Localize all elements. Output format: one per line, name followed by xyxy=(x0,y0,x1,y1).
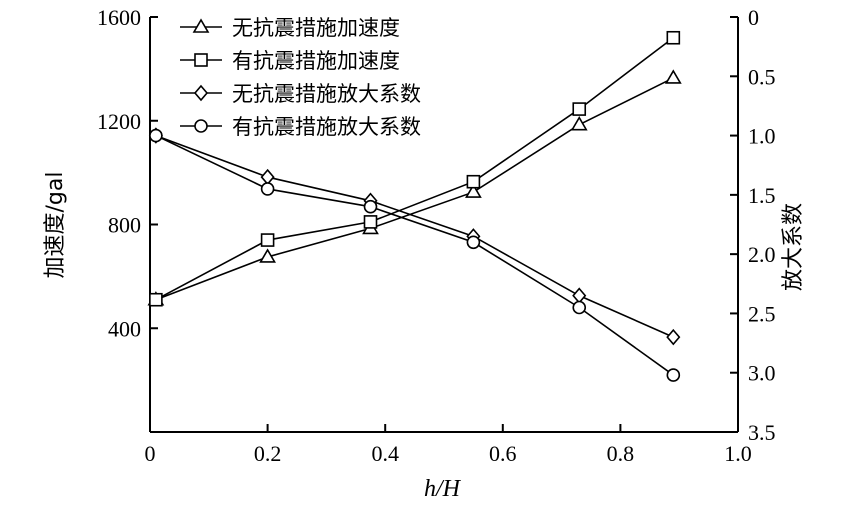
data-point xyxy=(666,328,681,346)
data-point xyxy=(363,199,378,214)
data-point xyxy=(260,168,275,186)
legend-item: 无抗震措施放大系数 xyxy=(180,82,421,106)
x-tick-label: 0.2 xyxy=(254,441,282,466)
data-point xyxy=(466,174,481,189)
data-point xyxy=(259,248,276,263)
data-point xyxy=(149,292,163,307)
series-triangle xyxy=(147,69,682,306)
legend-marker xyxy=(194,119,208,133)
legend-item: 有抗震措施加速度 xyxy=(180,49,400,73)
y-left-tick-label: 1200 xyxy=(97,109,141,134)
data-point xyxy=(363,215,378,229)
data-point xyxy=(260,233,275,247)
y-right-tick-label: 2.0 xyxy=(748,242,776,267)
series-line xyxy=(155,134,674,376)
data-point xyxy=(664,69,682,84)
data-point xyxy=(572,287,587,304)
data-point xyxy=(666,30,681,45)
legend-label: 有抗震措施加速度 xyxy=(232,49,400,73)
legend-label: 有抗震措施放大系数 xyxy=(232,115,421,139)
x-axis-title: h/H xyxy=(424,476,462,502)
legend-label: 无抗震措施放大系数 xyxy=(232,82,421,106)
series-line xyxy=(155,37,674,301)
legend-marker xyxy=(194,53,208,67)
x-tick-label: 0.8 xyxy=(607,441,635,466)
y-right-tick-label: 2.5 xyxy=(748,301,776,326)
y-left-tick-label: 1600 xyxy=(97,5,141,30)
series-line xyxy=(155,134,674,338)
data-point xyxy=(572,300,587,315)
y-right-tick-label: 3.0 xyxy=(748,361,776,386)
data-point xyxy=(570,116,588,131)
series-line xyxy=(155,77,674,301)
x-tick-label: 0.4 xyxy=(371,441,399,466)
legend-item: 有抗震措施放大系数 xyxy=(180,115,421,139)
series-layer xyxy=(147,30,682,382)
x-tick-label: 1.0 xyxy=(724,441,752,466)
y-left-tick-label: 400 xyxy=(108,316,141,341)
data-point xyxy=(666,368,681,382)
x-tick-label: 0 xyxy=(145,441,156,466)
series-diamond xyxy=(148,127,681,346)
axes: 0 0.2 0.4 0.6 0.8 1.0 400 800 1200 1600 0 0.5 1.0 1.5… xyxy=(97,5,776,466)
y-right-tick-label: 0 xyxy=(748,5,759,30)
y-left-axis-title: 加速度/gal xyxy=(43,172,68,279)
legend-label: 无抗震措施加速度 xyxy=(232,16,400,40)
series-square xyxy=(149,30,681,307)
series-circle xyxy=(149,128,681,382)
legend-item: 无抗震措施加速度 xyxy=(180,16,400,40)
data-point xyxy=(572,102,587,116)
data-point xyxy=(260,182,275,196)
data-point xyxy=(465,183,482,198)
y-left-tick-label: 800 xyxy=(108,213,141,238)
data-point xyxy=(466,235,481,250)
legend-marker xyxy=(193,84,209,102)
x-tick-label: 0.6 xyxy=(489,441,517,466)
y-right-tick-label: 0.5 xyxy=(748,64,776,89)
y-right-tick-label: 1.5 xyxy=(748,183,776,208)
y-right-axis-title: 放大系数 xyxy=(781,203,806,291)
legend-marker xyxy=(192,18,210,33)
data-point xyxy=(149,128,163,143)
y-right-tick-label: 3.5 xyxy=(748,420,776,445)
y-right-tick-label: 1.0 xyxy=(748,124,776,149)
